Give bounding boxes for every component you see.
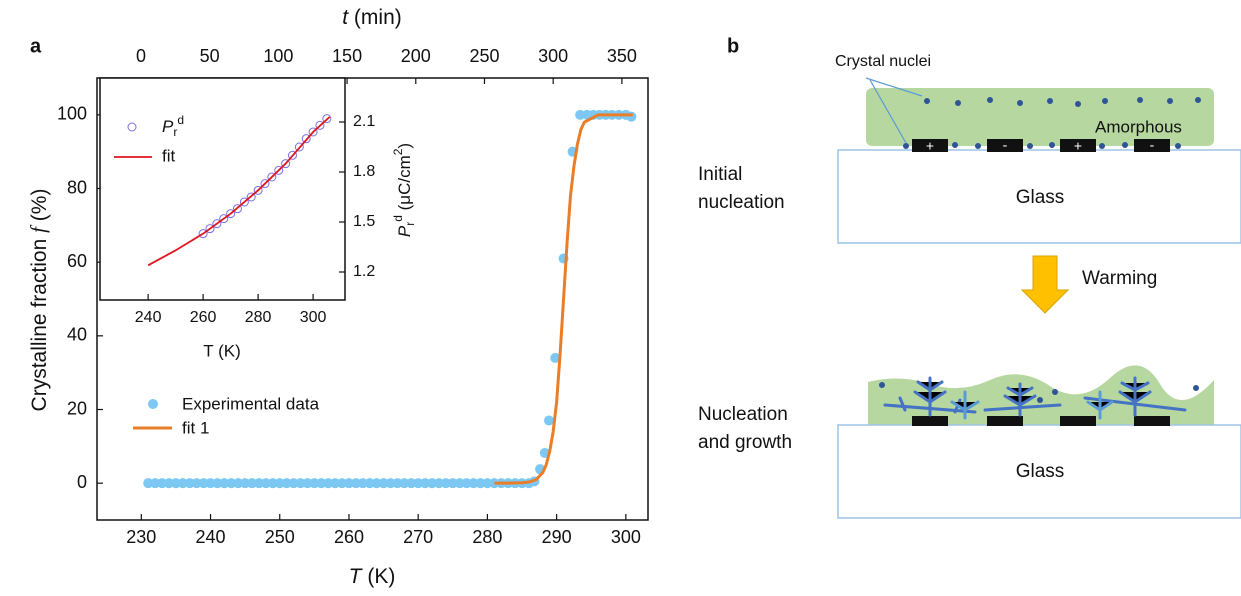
electrode-sign: +: [1074, 138, 1082, 154]
legend-label-part: r: [173, 125, 177, 139]
electrode: [1060, 416, 1096, 426]
x2-tick-label: 300: [538, 46, 568, 66]
legend-label: fit: [162, 146, 176, 165]
inset-y-axis-label-part: ): [395, 143, 414, 149]
stage-label: Nucleation: [698, 404, 788, 425]
electrode: [1134, 416, 1170, 426]
x-tick-label: 300: [611, 527, 641, 547]
y-tick-label: 60: [67, 251, 87, 271]
electrode: [987, 416, 1023, 426]
nuclei-label: Crystal nuclei: [835, 53, 931, 70]
x2-axis-label: t (min): [342, 6, 402, 29]
electrode-sign: +: [926, 138, 934, 154]
y-tick-label: 0: [77, 472, 87, 492]
x-tick-label: 280: [245, 309, 272, 326]
legend-marker: [148, 399, 158, 409]
x-tick-label: 240: [135, 309, 162, 326]
x2-tick-label: 150: [332, 46, 362, 66]
inset-y-axis-label-part: r: [403, 222, 417, 226]
legend-label-part: d: [177, 113, 184, 127]
y-axis-label: Crystalline fraction f (%): [26, 189, 51, 412]
x2-tick-label: 50: [200, 46, 220, 66]
stage-label: nucleation: [698, 192, 785, 213]
x-tick-label: 250: [265, 527, 295, 547]
x-tick-label: 240: [195, 527, 225, 547]
x-tick-label: 290: [542, 527, 572, 547]
film-label: Amorphous: [1095, 117, 1182, 136]
panel-label: a: [30, 35, 42, 57]
y-tick-label: 40: [67, 325, 87, 345]
y-tick-label: 20: [67, 398, 87, 418]
inset-x-axis-label: T (K): [203, 341, 240, 360]
electrode: [912, 416, 948, 426]
legend-label: Experimental data: [182, 394, 320, 413]
arrow-label: Warming: [1082, 268, 1157, 289]
x2-tick-label: 100: [263, 46, 293, 66]
glass-label: Glass: [1016, 461, 1065, 482]
y-axis-label-part: Crystalline fraction: [28, 233, 51, 412]
fit-line: [494, 115, 632, 483]
y-tick-label: 1.5: [353, 213, 375, 230]
x-tick-label: 280: [472, 527, 502, 547]
glass-label: Glass: [1016, 187, 1065, 208]
y-tick-label: 1.8: [353, 163, 375, 180]
x2-axis-label-part: (min): [354, 6, 402, 29]
y-tick-label: 80: [67, 177, 87, 197]
inset-y-axis-label-part: (μC/cm: [395, 155, 414, 215]
x2-axis-label-part: t: [342, 6, 349, 29]
panel-label: b: [727, 35, 739, 57]
x-tick-label: 260: [190, 309, 217, 326]
x2-tick-label: 350: [607, 46, 637, 66]
x2-tick-label: 200: [401, 46, 431, 66]
inset-background: [100, 78, 345, 300]
x2-tick-label: 0: [136, 46, 146, 66]
inset-y-axis-label-part: P: [395, 225, 414, 237]
x-axis-label-part: (K): [367, 565, 395, 588]
data-point: [626, 112, 636, 122]
x-tick-label: 260: [334, 527, 364, 547]
stage-label: Initial: [698, 164, 742, 185]
y-axis-label-part: (%): [28, 189, 51, 228]
x-axis-label-part: T: [349, 565, 364, 588]
inset-y-axis-label: Prd (μC/cm2): [391, 143, 417, 237]
electrode-sign: -: [1003, 137, 1008, 153]
stage-label: and growth: [698, 432, 792, 453]
x-axis-label: T (K): [349, 565, 396, 588]
y-tick-label: 1.2: [353, 263, 375, 280]
legend-label-part: P: [162, 117, 174, 136]
x-tick-label: 270: [403, 527, 433, 547]
x-tick-label: 300: [300, 309, 327, 326]
arrow: [1022, 256, 1068, 313]
x2-tick-label: 250: [469, 46, 499, 66]
legend-label: fit 1: [182, 418, 209, 437]
x-tick-label: 230: [126, 527, 156, 547]
figure: 2302402502602702802903000501001502002503…: [0, 0, 1241, 596]
diagram: Crystal nuclei Amorphous + - + - Glass I…: [698, 53, 1241, 518]
inset-y-axis-label-part: d: [391, 215, 405, 222]
y-tick-label: 2.1: [353, 113, 375, 130]
electrode-sign: -: [1150, 137, 1155, 153]
y-tick-label: 100: [57, 104, 87, 124]
data-point: [544, 416, 554, 426]
